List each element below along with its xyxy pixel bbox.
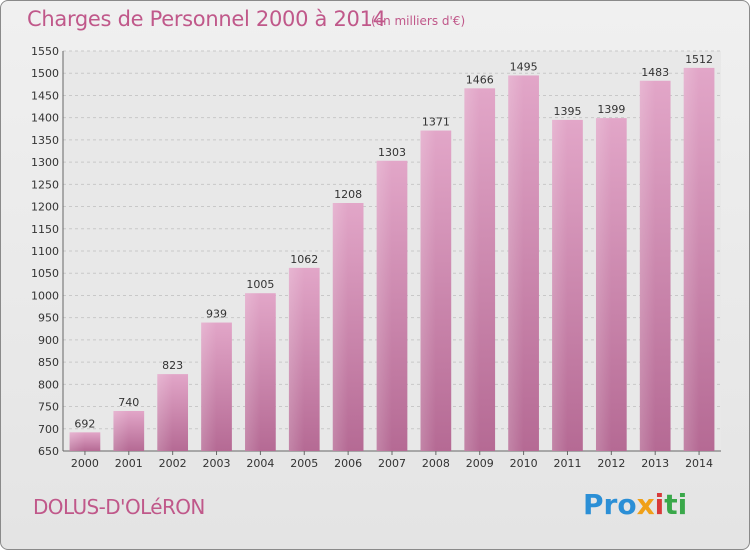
bar-value-label: 740	[118, 396, 139, 409]
bar-value-label: 692	[74, 417, 95, 430]
x-tick-label: 2002	[159, 457, 187, 470]
y-tick-label: 1350	[31, 134, 59, 147]
bar-value-label: 1483	[641, 66, 669, 79]
y-tick-label: 900	[38, 334, 59, 347]
y-tick-label: 1400	[31, 112, 59, 125]
x-tick-label: 2010	[510, 457, 538, 470]
y-tick-label: 750	[38, 401, 59, 414]
x-tick-label: 2007	[378, 457, 406, 470]
chart-title: Charges de Personnel 2000 à 2014	[27, 7, 386, 31]
chart-subtitle: (en milliers d'€)	[371, 14, 466, 28]
x-tick-label: 2009	[466, 457, 494, 470]
bar-highlight	[595, 118, 612, 451]
commune-name: DOLUS-D'OLéRON	[33, 495, 205, 519]
x-tick-label: 2006	[334, 457, 362, 470]
x-tick-label: 2000	[71, 457, 99, 470]
bar-highlight	[552, 119, 568, 451]
logo-part-1: Pro	[583, 488, 637, 521]
y-tick-label: 1500	[31, 67, 59, 80]
bar-highlight	[683, 67, 700, 451]
y-tick-label: 1100	[31, 245, 59, 258]
bar-value-label: 1062	[290, 253, 318, 266]
x-tick-label: 2003	[203, 457, 231, 470]
bar-highlight	[113, 411, 129, 451]
y-tick-label: 1200	[31, 201, 59, 214]
logo-part-4: ti	[664, 488, 688, 521]
bar-highlight	[288, 267, 305, 451]
x-tick-label: 2012	[597, 457, 625, 470]
x-tick-label: 2001	[115, 457, 143, 470]
bar-highlight	[420, 130, 436, 452]
axis-layer: 650 700 750 800 850 900 950 1000 1050 1100 1150 120…	[31, 45, 721, 458]
bar-highlight	[69, 432, 85, 451]
x-tick-label: 2013	[641, 457, 669, 470]
x-tick-label: 2005	[290, 457, 318, 470]
bar-highlight	[201, 322, 217, 451]
x-tick-label: 2014	[685, 457, 713, 470]
bar-highlight	[508, 75, 524, 451]
y-tick-label: 850	[38, 356, 59, 369]
bar-value-label: 1303	[378, 146, 406, 159]
bar-highlight	[639, 80, 656, 452]
bar-highlight	[464, 88, 480, 451]
bar-value-label: 1208	[334, 188, 362, 201]
bar-layer	[69, 67, 715, 452]
logo-part-3: i	[654, 488, 665, 521]
bar-value-label: 1466	[466, 73, 494, 86]
proxiti-logo[interactable]: Proxiti	[583, 488, 687, 521]
bar-value-label: 939	[206, 308, 227, 321]
y-tick-label: 650	[38, 445, 59, 458]
label-layer: 692 2000 740 2001 823 2002 939 2003 1005 2004 1062…	[71, 53, 713, 470]
bar-value-label: 1371	[422, 116, 450, 129]
bar-value-label: 1005	[246, 278, 274, 291]
bar-value-label: 1395	[553, 105, 581, 118]
x-tick-label: 2008	[422, 457, 450, 470]
y-tick-label: 700	[38, 423, 59, 436]
bar-value-label: 1495	[510, 60, 538, 73]
bar-highlight	[376, 160, 392, 451]
x-tick-label: 2004	[246, 457, 274, 470]
y-tick-label: 1450	[31, 89, 59, 102]
y-tick-label: 1000	[31, 289, 59, 302]
bar-value-label: 1399	[597, 103, 625, 116]
y-tick-label: 1550	[31, 45, 59, 58]
y-tick-label: 800	[38, 378, 59, 391]
bar-highlight	[157, 374, 173, 451]
bar-value-label: 1512	[685, 53, 713, 66]
logo-part-2: x	[636, 488, 655, 521]
y-tick-label: 1150	[31, 223, 59, 236]
y-tick-label: 950	[38, 312, 59, 325]
bar-value-label: 823	[162, 359, 183, 372]
bar-highlight	[245, 293, 261, 451]
x-tick-label: 2011	[553, 457, 581, 470]
y-tick-label: 1300	[31, 156, 59, 169]
y-tick-label: 1050	[31, 267, 59, 280]
bar-highlight	[332, 203, 349, 451]
y-tick-label: 1250	[31, 178, 59, 191]
